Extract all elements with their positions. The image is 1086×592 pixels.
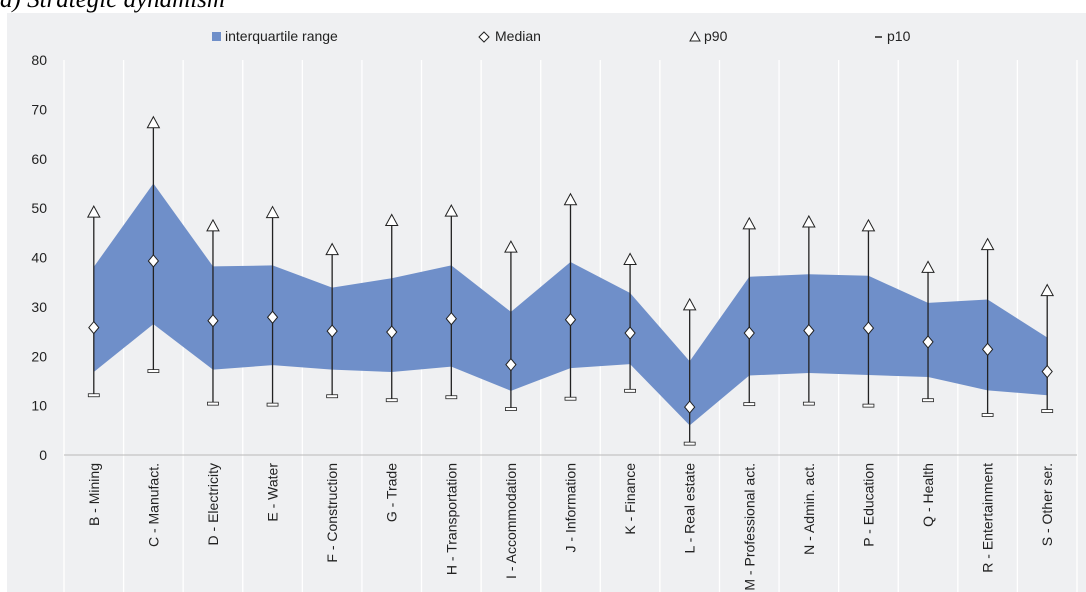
median-marker: [862, 321, 875, 335]
x-tick-label: H - Transportation: [443, 463, 459, 575]
p90-marker: [682, 297, 697, 311]
x-tick-label: S - Other ser.: [1039, 463, 1055, 546]
median-marker: [505, 357, 517, 372]
legend-median-marker: [478, 31, 490, 43]
y-tick-label: 20: [31, 348, 47, 364]
p10-marker: [326, 394, 339, 399]
chart-svg: interquartile range Median p90 p10 0 10 20…: [31, 28, 1078, 592]
x-tick-label: B - Mining: [86, 463, 102, 526]
p10-marker: [981, 413, 994, 417]
p90-marker: [146, 115, 161, 129]
x-tick-label: C - Manufact.: [145, 463, 161, 547]
x-tick-label: J - Information: [563, 463, 579, 552]
chart-heading: a) Strategic dynamism: [0, 0, 225, 14]
p10-marker: [922, 398, 934, 403]
p90-marker: [921, 260, 935, 273]
median-marker: [88, 320, 100, 335]
median-marker: [684, 400, 696, 414]
p10-marker: [505, 407, 517, 411]
legend-iqr-swatch: [212, 32, 221, 41]
p10-marker: [743, 402, 756, 407]
median-marker: [386, 325, 398, 339]
whisker-layer: [87, 122, 1054, 446]
x-tick-label: L - Real estate: [682, 463, 698, 554]
x-tick-label: I - Accommodation: [503, 463, 519, 579]
median-marker: [803, 323, 815, 338]
p10-marker: [385, 398, 398, 403]
y-tick-label: 50: [31, 200, 47, 216]
median-marker: [326, 324, 338, 338]
x-tick-label: K - Finance: [622, 463, 638, 535]
y-tick-label: 30: [31, 299, 47, 315]
p90-marker: [206, 218, 220, 232]
p90-marker: [504, 240, 518, 253]
median-marker: [147, 254, 160, 268]
p10-marker: [147, 369, 160, 373]
x-tick-label: F - Construction: [324, 463, 340, 563]
x-tick-label: D - Electricity: [205, 463, 221, 545]
median-marker: [445, 311, 457, 326]
median-marker: [743, 326, 755, 340]
p90-marker: [980, 237, 995, 251]
p90-marker: [742, 216, 757, 230]
p90-marker: [444, 204, 459, 217]
p90-marker: [623, 252, 637, 265]
median-marker: [624, 326, 636, 340]
y-tick-label: 10: [31, 398, 47, 414]
p10-marker: [802, 401, 815, 406]
p90-marker: [86, 205, 101, 218]
legend-p90-marker: [689, 30, 701, 42]
p10-marker: [862, 403, 875, 408]
p90-marker: [802, 214, 816, 228]
p90-marker: [384, 213, 399, 226]
p10-marker: [1041, 409, 1054, 413]
median-marker: [207, 313, 219, 328]
y-tick-label: 60: [31, 151, 47, 167]
y-tick-label: 80: [31, 52, 47, 68]
p90-marker: [861, 218, 876, 232]
legend: interquartile range Median p90 p10: [212, 28, 911, 44]
p10-marker: [683, 441, 696, 446]
p90-marker: [563, 192, 578, 206]
p10-marker: [624, 388, 636, 393]
legend-iqr-label: interquartile range: [225, 28, 338, 44]
legend-p10-label: p10: [887, 28, 911, 44]
marker-layer: [86, 115, 1055, 414]
y-tick-label: 70: [31, 101, 47, 117]
median-marker: [564, 312, 577, 327]
p10-marker: [266, 402, 279, 407]
p10-marker: [207, 401, 219, 406]
x-axis: B - Mining C - Manufact. D - Electricity E …: [64, 454, 1077, 591]
y-tick-label: 0: [39, 447, 47, 463]
legend-p90-label: p90: [704, 28, 728, 44]
p90-marker: [265, 205, 280, 219]
y-axis: 0 10 20 30 40 50 60 70 80: [31, 52, 47, 463]
median-marker: [981, 342, 994, 357]
x-tick-label: M - Professional act.: [741, 463, 757, 591]
x-tick-label: R - Entertainment: [980, 463, 996, 573]
median-marker: [266, 310, 279, 325]
median-marker: [922, 335, 934, 349]
x-tick-label: P - Education: [860, 463, 876, 547]
x-tick-label: G - Trade: [384, 463, 400, 522]
chart-panel: interquartile range Median p90 p10 0 10 20…: [7, 13, 1086, 592]
p10-marker: [564, 396, 577, 401]
p90-marker: [325, 242, 339, 256]
p90-marker: [1040, 283, 1055, 297]
y-tick-label: 40: [31, 250, 47, 266]
p10-marker: [87, 393, 100, 398]
x-tick-label: Q - Health: [920, 463, 936, 527]
legend-median-label: Median: [495, 28, 541, 44]
p10-marker: [445, 395, 458, 400]
x-tick-label: E - Water: [265, 463, 281, 522]
x-tick-label: N - Admin. act.: [801, 463, 817, 555]
median-marker: [1041, 364, 1053, 379]
